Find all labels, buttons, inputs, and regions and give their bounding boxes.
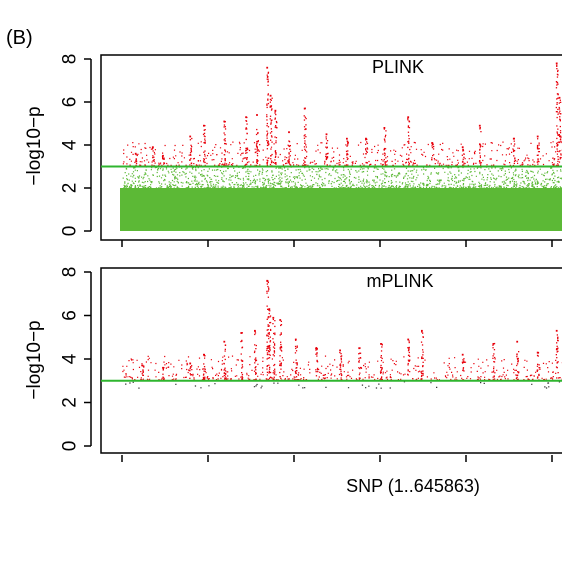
- peak-marker: [407, 338, 411, 376]
- peak-marker: [245, 116, 249, 166]
- peak-marker: [255, 114, 260, 167]
- peak-marker: [189, 135, 193, 164]
- y-tick-label: 0: [60, 441, 81, 452]
- y-axis-mplink: 0 2 4 6 8: [60, 267, 92, 452]
- y-tick-label: 4: [60, 139, 81, 150]
- y-tick-label: 2: [60, 183, 81, 194]
- near-threshold-points: [122, 141, 562, 166]
- x-axis-label: SNP (1..645863): [346, 476, 480, 496]
- plot-frame-mplink: [100, 267, 562, 454]
- peak-marker: [223, 120, 227, 166]
- peak-marker: [266, 66, 270, 166]
- panel-label: (B): [6, 27, 33, 49]
- panel-mplink: 0 2 4 6 8 −log10−p mPLINK SNP (1..645863): [24, 267, 562, 496]
- peak-marker: [240, 332, 244, 380]
- peak-marker: [536, 351, 540, 381]
- peak-marker: [492, 342, 496, 381]
- peak-marker: [253, 329, 258, 381]
- peak-marker: [555, 62, 559, 167]
- peak-marker: [365, 137, 369, 164]
- plot-frame-plink: [100, 54, 562, 241]
- peak-marker: [266, 279, 270, 381]
- y-tick-label: 8: [60, 54, 81, 65]
- peak-marker: [345, 137, 349, 161]
- peak-marker: [189, 362, 193, 379]
- below-threshold-points: [125, 381, 561, 389]
- nonsignificant-band: [120, 188, 562, 231]
- panel-plink: 0 2 4 6 8 −log10−p PLINK: [24, 54, 562, 247]
- peak-marker: [431, 142, 435, 161]
- peak-marker: [358, 347, 362, 381]
- x-axis-plink: [121, 240, 553, 247]
- chart-title-plink: PLINK: [372, 57, 424, 77]
- peak-marker: [461, 353, 465, 381]
- y-axis-plink: 0 2 4 6 8: [60, 54, 92, 237]
- peak-marker: [223, 340, 227, 381]
- chart-title-mplink: mPLINK: [366, 271, 433, 291]
- y-tick-label: 0: [60, 226, 81, 237]
- y-tick-label: 8: [60, 267, 81, 278]
- peak-marker: [558, 96, 562, 163]
- peak-marker: [516, 340, 520, 381]
- y-tick-label: 4: [60, 353, 81, 364]
- peak-marker: [478, 124, 482, 166]
- near-threshold-points: [122, 355, 562, 381]
- peak-marker: [383, 127, 387, 166]
- data-points-plink: [122, 62, 562, 167]
- peak-marker: [279, 319, 283, 381]
- peak-marker: [272, 316, 276, 381]
- peak-marker: [380, 343, 383, 381]
- y-axis-label-plink: −log10−p: [24, 106, 45, 185]
- peak-marker: [303, 107, 307, 166]
- y-tick-label: 6: [60, 97, 81, 108]
- peak-marker: [407, 116, 411, 166]
- peak-marker: [536, 135, 540, 165]
- y-axis-label-mplink: −log10−p: [24, 320, 45, 399]
- nonsignificant-points: [122, 165, 562, 189]
- peak-marker: [294, 338, 298, 378]
- peak-marker: [141, 364, 145, 376]
- peak-marker: [315, 347, 319, 377]
- background-points-plink: [120, 165, 562, 231]
- peak-marker: [555, 329, 559, 379]
- peak-marker: [274, 109, 278, 165]
- x-axis-mplink: [121, 455, 553, 462]
- peak-marker: [288, 131, 292, 166]
- peak-marker: [202, 124, 206, 164]
- data-points-mplink: [122, 279, 562, 389]
- peak-marker: [512, 137, 516, 167]
- peak-marker: [268, 308, 272, 378]
- peak-marker: [161, 154, 166, 164]
- y-tick-label: 2: [60, 397, 81, 408]
- y-tick-label: 6: [60, 310, 81, 321]
- peak-marker: [325, 133, 329, 166]
